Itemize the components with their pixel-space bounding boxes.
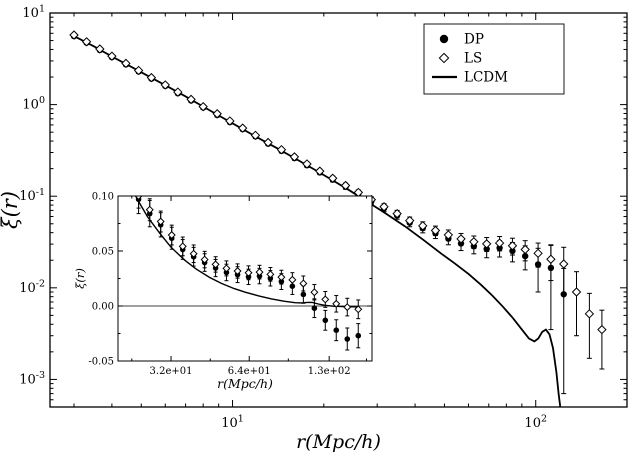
errorbars-ls	[136, 196, 361, 320]
svg-text:0.10: 0.10	[92, 192, 114, 203]
svg-text:-0.05: -0.05	[88, 357, 114, 368]
legend-open-diamond-icon	[438, 52, 450, 64]
svg-text:101: 101	[221, 414, 244, 431]
inset-frame	[117, 195, 373, 362]
main-frame	[49, 12, 628, 408]
svg-text:6.4e+01: 6.4e+01	[228, 366, 271, 377]
series-lcdm-line	[134, 196, 360, 308]
svg-text:100: 100	[22, 95, 45, 112]
main-chart: 101 102 101 100 10-1 10-2 10-3 r(Mpc/h) ξ(r) DP LS…	[0, 4, 628, 453]
svg-text:10-2: 10-2	[19, 278, 45, 295]
legend-label: LCDM	[464, 70, 508, 86]
legend-label: LS	[464, 51, 482, 67]
svg-text:3.2e+01: 3.2e+01	[150, 366, 193, 377]
legend-item-lcdm: LCDM	[432, 70, 508, 86]
legend-label: DP	[464, 32, 484, 48]
main-x-axis-label: r(Mpc/h)	[296, 431, 381, 453]
svg-text:0.05: 0.05	[92, 247, 114, 258]
legend-item-dp: DP	[439, 32, 484, 48]
svg-text:1.3e+02: 1.3e+02	[308, 366, 351, 377]
inset-y-axis-label: ξ(r)	[73, 268, 87, 289]
svg-text:0.00: 0.00	[92, 302, 114, 313]
inset-chart: 3.2e+01 6.4e+01 1.3e+02 0.10 0.05 0.00 -0.05 r(…	[73, 192, 373, 391]
series-ls-markers	[134, 196, 363, 314]
main-y-axis-label: ξ(r)	[0, 191, 22, 229]
svg-text:102: 102	[524, 414, 547, 431]
main-tick-labels: 101 102 101 100 10-1 10-2 10-3	[19, 4, 547, 431]
legend: DP LS LCDM	[423, 23, 565, 95]
inset-tick-labels: 3.2e+01 6.4e+01 1.3e+02 0.10 0.05 0.00 -0.05	[88, 192, 350, 378]
svg-text:10-3: 10-3	[19, 370, 45, 387]
legend-item-ls: LS	[438, 51, 482, 67]
inset-x-axis-label: r(Mpc/h)	[217, 376, 273, 391]
series-ls-markers	[69, 30, 607, 335]
svg-text:101: 101	[22, 4, 45, 21]
legend-filled-circle-icon	[439, 34, 449, 44]
svg-text:10-1: 10-1	[19, 187, 45, 204]
